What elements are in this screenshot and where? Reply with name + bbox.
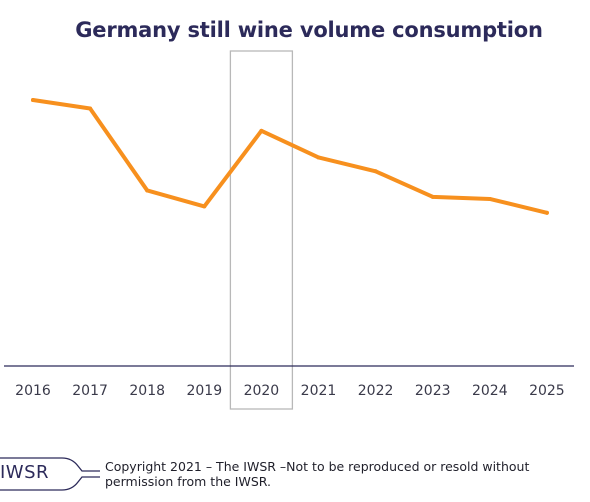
data-point-2024	[487, 196, 492, 201]
x-tick-label-2022: 2022	[358, 383, 394, 399]
data-points	[31, 98, 549, 215]
data-point-2017	[88, 106, 93, 111]
highlight-box-2020	[229, 50, 294, 410]
copyright-notice: Copyright 2021 – The IWSR –Not to be rep…	[105, 459, 585, 489]
data-point-2022	[373, 169, 378, 174]
x-tick-label-2020: 2020	[244, 383, 280, 399]
x-tick-label-2016: 2016	[15, 383, 51, 399]
data-point-2016	[31, 98, 35, 102]
chart-title: Germany still wine volume consumption	[75, 18, 543, 42]
data-point-2018	[145, 188, 150, 193]
iwsr-logo: IWSR	[0, 462, 50, 483]
x-tick-label-2024: 2024	[472, 383, 508, 399]
x-tick-label-2019: 2019	[186, 383, 222, 399]
iwsr-logo-icon	[0, 457, 100, 491]
x-tick-label-2018: 2018	[129, 383, 165, 399]
data-point-2019	[202, 204, 207, 209]
data-point-2023	[430, 194, 435, 199]
data-point-2021	[316, 155, 321, 160]
x-tick-label-2023: 2023	[415, 383, 451, 399]
data-point-2025	[544, 210, 549, 215]
x-tick-labels: 2016 2017 2018 2019 2020 2021 2022 2023 2024 2025	[15, 383, 565, 399]
x-tick-label-2021: 2021	[301, 383, 337, 399]
x-tick-label-2025: 2025	[529, 383, 565, 399]
copyright-line-1: Copyright 2021 – The IWSR –Not to be rep…	[105, 459, 530, 474]
data-point-2020	[259, 128, 264, 133]
x-tick-label-2017: 2017	[72, 383, 108, 399]
copyright-line-2: permission from the IWSR.	[105, 474, 271, 489]
series-line	[31, 98, 549, 215]
footer	[0, 452, 590, 502]
line-chart: 2016 2017 2018 2019 2020 2021 2022 2023 2024 2025	[4, 50, 574, 410]
